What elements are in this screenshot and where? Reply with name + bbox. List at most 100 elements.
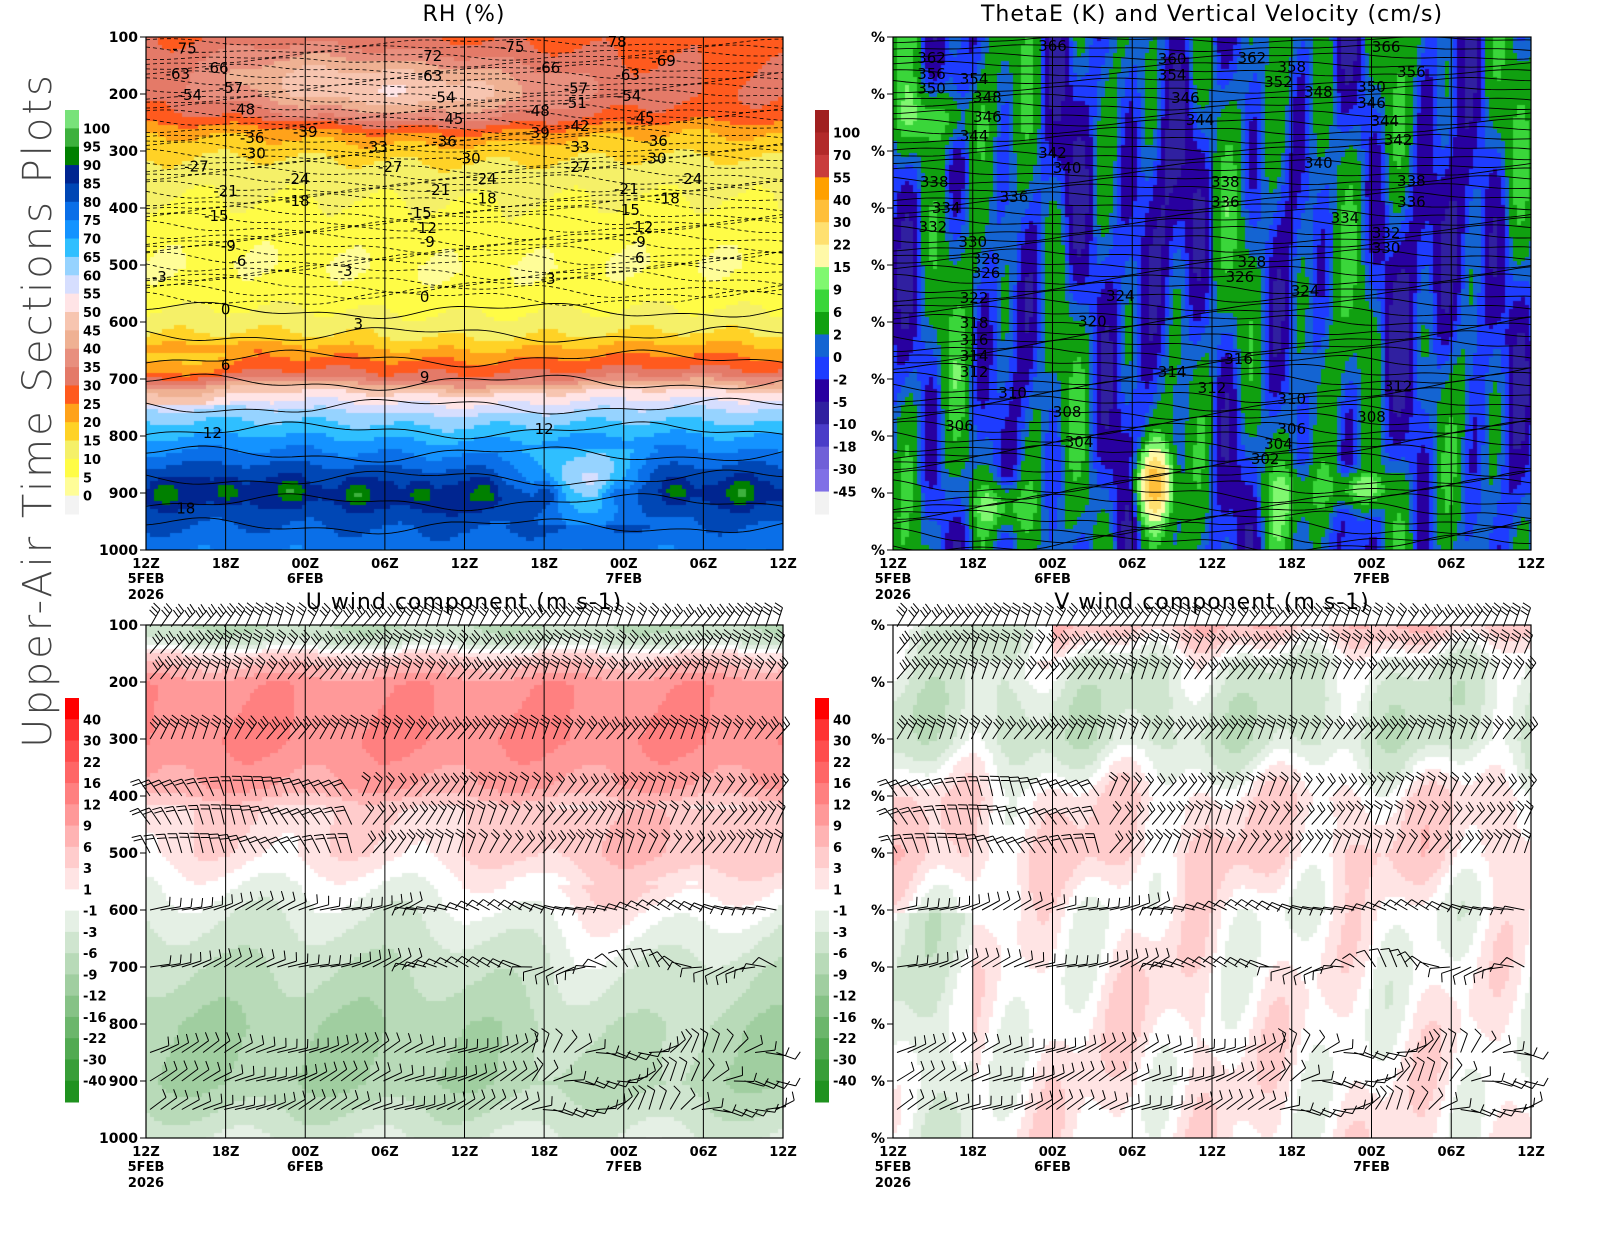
colorbar-label: -22 [83,1032,107,1047]
temperature-contour-negative [145,205,784,221]
temperature-contour-negative [145,154,784,167]
x-tick-label: 06Z [690,557,718,572]
contour-label: 352 [1264,73,1293,91]
colorbar-label: -40 [83,1075,107,1090]
contour-label: -3 [338,262,353,280]
x-tick-label: 12Z [451,557,479,572]
temperature-contour-negative [146,238,784,254]
x-tick-label: 00Z [610,557,638,572]
y-tick-label: % [871,315,885,331]
x-tick-label: 12Z [1198,557,1226,572]
temperature-contour-negative [145,109,784,120]
colorbar-box [815,177,829,201]
colorbar-box [815,953,829,975]
contour-label: -57 [564,80,589,98]
contour-label: 312 [1384,377,1413,395]
colorbar-box [65,740,79,763]
contour-label: -12 [412,219,437,237]
temperature-contour-negative [145,63,784,74]
colorbar-box [815,222,829,246]
contour-label: 344 [960,127,989,145]
colorbar-box [815,132,829,156]
colorbar-label: -22 [833,1032,857,1047]
contour-label: -6 [630,249,645,267]
contour-label: -21 [614,180,639,198]
contour-label: 366 [1372,38,1401,56]
contour-label: 3 [354,315,364,333]
temperature-contour-negative [146,167,784,181]
y-tick-label: 400 [109,201,138,217]
colorbar-label: 70 [833,149,851,164]
contour-label: 328 [972,250,1001,268]
y-tick-label: 700 [109,372,138,388]
x-date-label: 7FEB [605,572,642,587]
y-tick-label: % [871,846,885,862]
x-tick-label: 06Z [1118,557,1146,572]
contour-label: 318 [960,314,989,332]
colorbar-label: 9 [833,284,842,299]
colorbar-label: 0 [833,351,842,366]
contour-label: -18 [655,190,680,208]
x-date-label: 6FEB [287,1160,324,1175]
y-tick-label: 1000 [99,1131,138,1147]
y-tick-label: % [871,429,885,445]
contour-label: 314 [1158,363,1187,381]
temperature-contour-negative [145,70,784,81]
colorbar-label: 95 [83,141,101,156]
contour-label: 362 [917,49,946,67]
contour-label: -30 [456,149,481,167]
colorbar-label: 16 [83,777,101,792]
x-date-label: 7FEB [1353,572,1390,587]
contour-label: 316 [960,331,989,349]
wind-barb-row [149,714,791,740]
temperature-contour-negative [145,89,784,101]
contour-label: -27 [565,158,590,176]
colorbar-box [815,740,829,763]
x-date-label: 5FEB [875,1160,912,1175]
contour-label: -66 [204,59,229,77]
colorbar-box [815,761,829,784]
x-tick-label: 06Z [371,557,399,572]
contour-label: 348 [1304,83,1333,101]
colorbar-box [65,953,79,975]
colorbar-label: 0 [83,490,92,505]
colorbar-box [65,293,79,313]
contour-label: 312 [1198,379,1227,397]
y-tick-label: 800 [109,1017,138,1033]
colorbar-label: -40 [833,1075,857,1090]
colorbar-box [65,220,79,240]
x-tick-label: 00Z [1039,1145,1067,1160]
temperature-contour-negative [145,219,784,233]
colorbar-label: -10 [833,418,857,433]
contour-label: 358 [1277,58,1306,76]
wind-barb-row [896,654,1537,680]
contour-label: 350 [917,80,946,98]
contour-label: -54 [178,86,203,104]
contour-label: 332 [919,218,948,236]
contour-label: 342 [1038,144,1067,162]
colorbar-label: -30 [833,463,857,478]
contour-label: 336 [1000,188,1029,206]
contour-label: -15 [204,207,229,225]
colorbar-box [815,154,829,178]
y-tick-label: 200 [109,87,138,103]
contour-label: 356 [1397,63,1426,81]
temperature-contour-negative [145,276,784,294]
x-tick-label: 00Z [1039,557,1067,572]
colorbar-box [815,783,829,805]
contour-label: -30 [241,145,266,163]
contour-label: -9 [420,233,435,251]
colorbar-box [815,491,829,515]
colorbar-label: 25 [83,398,101,413]
colorbar-box [65,889,79,912]
contour-label: -63 [418,67,443,85]
colorbar-label: 15 [83,435,101,450]
colorbar-box [65,146,79,166]
x-date-label: 5FEB [128,1160,165,1175]
contour-label: 344 [1370,112,1399,130]
colorbar-label: 20 [83,416,101,431]
temperature-contour-negative [145,57,784,68]
colorbar-box [65,440,79,460]
temperature-contour-negative [145,44,784,54]
colorbar-label: 30 [833,735,851,750]
